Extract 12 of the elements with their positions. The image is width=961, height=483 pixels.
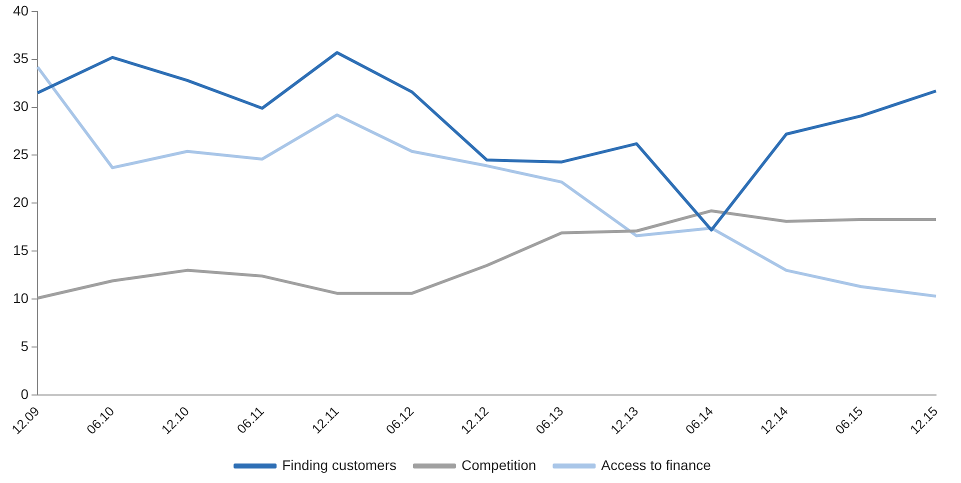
y-tick-label: 30 [12, 98, 29, 114]
y-tick-label: 35 [12, 50, 29, 66]
y-tick-label: 40 [12, 2, 29, 18]
y-tick-label: 5 [20, 338, 29, 354]
y-tick-label: 25 [12, 146, 29, 162]
y-tick-label: 10 [12, 290, 29, 306]
legend-label: Access to finance [601, 456, 712, 473]
y-tick-label: 20 [12, 194, 29, 210]
y-tick-label: 15 [12, 242, 29, 258]
legend-label: Competition [461, 456, 536, 473]
legend-label: Finding customers [282, 456, 396, 473]
y-tick-label: 0 [20, 386, 29, 402]
